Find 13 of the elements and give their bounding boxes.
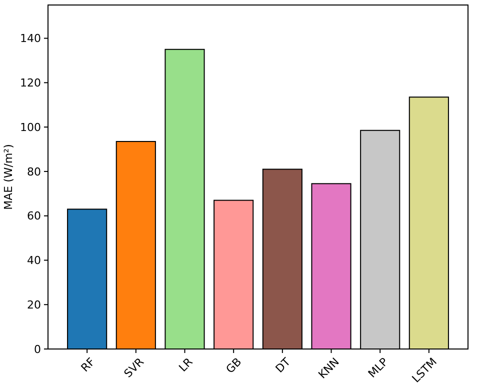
y-tick-label: 140 — [20, 32, 41, 46]
x-tick-label: RF — [78, 355, 98, 374]
y-tick-label: 20 — [27, 298, 41, 312]
y-tick-label: 60 — [27, 210, 41, 223]
x-tick-label: GB — [224, 355, 244, 376]
y-tick-label: 120 — [20, 76, 41, 90]
y-tick-label: 100 — [20, 120, 41, 134]
x-tick-label: LR — [176, 355, 196, 374]
y-tick-label: 0 — [34, 342, 41, 356]
x-tick-label: DT — [273, 355, 294, 376]
y-tick-label: 40 — [27, 254, 41, 268]
y-axis-title: MAE (W/m²) — [2, 144, 15, 210]
y-tick-label: 80 — [27, 165, 41, 178]
